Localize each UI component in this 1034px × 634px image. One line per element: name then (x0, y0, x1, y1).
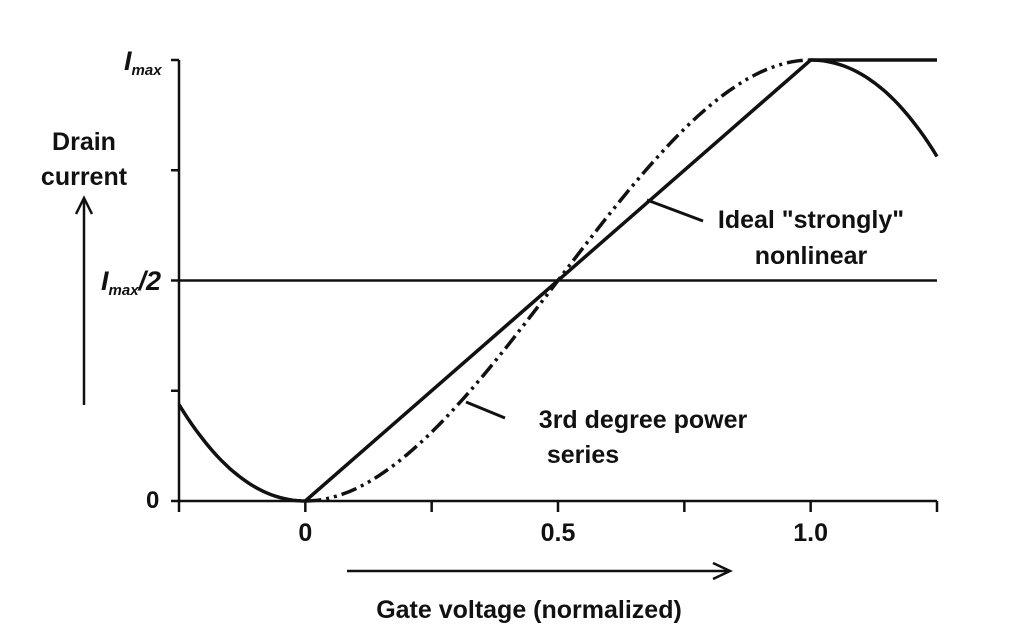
y-tick-label-max: Imax (124, 46, 162, 79)
x-axis-label: Gate voltage (normalized) (376, 596, 682, 624)
power-annotation-line1: 3rd degree power (539, 406, 748, 434)
y-axis-arrow-head (74, 195, 94, 215)
x-tick-label: 0 (298, 519, 312, 547)
y-axis-label-line1: Drain (52, 128, 116, 156)
third-degree-power-series-line (305, 58, 811, 503)
y-axis-label-line2: current (41, 163, 128, 191)
y-tick-label-zero: 0 (146, 487, 159, 514)
x-axis-arrow-head (712, 561, 733, 581)
power-series-continuation-left (177, 403, 306, 503)
y-tick-label-half: Imax/2 (101, 266, 161, 299)
x-ticks (177, 501, 939, 512)
ideal-annotation-line1: Ideal "strongly" (718, 206, 904, 234)
x-tick-labels: 0 0.5 1.0 (298, 519, 828, 547)
x-tick-label: 0.5 (541, 519, 576, 547)
y-ticks (171, 58, 179, 503)
power-series-continuation-right (810, 58, 939, 158)
ideal-annotation-pointer (646, 198, 704, 223)
x-tick-label: 1.0 (793, 519, 828, 547)
power-annotation-line2: series (547, 441, 619, 469)
power-annotation-pointer (465, 400, 506, 420)
ideal-annotation-line2: nonlinear (755, 242, 868, 270)
